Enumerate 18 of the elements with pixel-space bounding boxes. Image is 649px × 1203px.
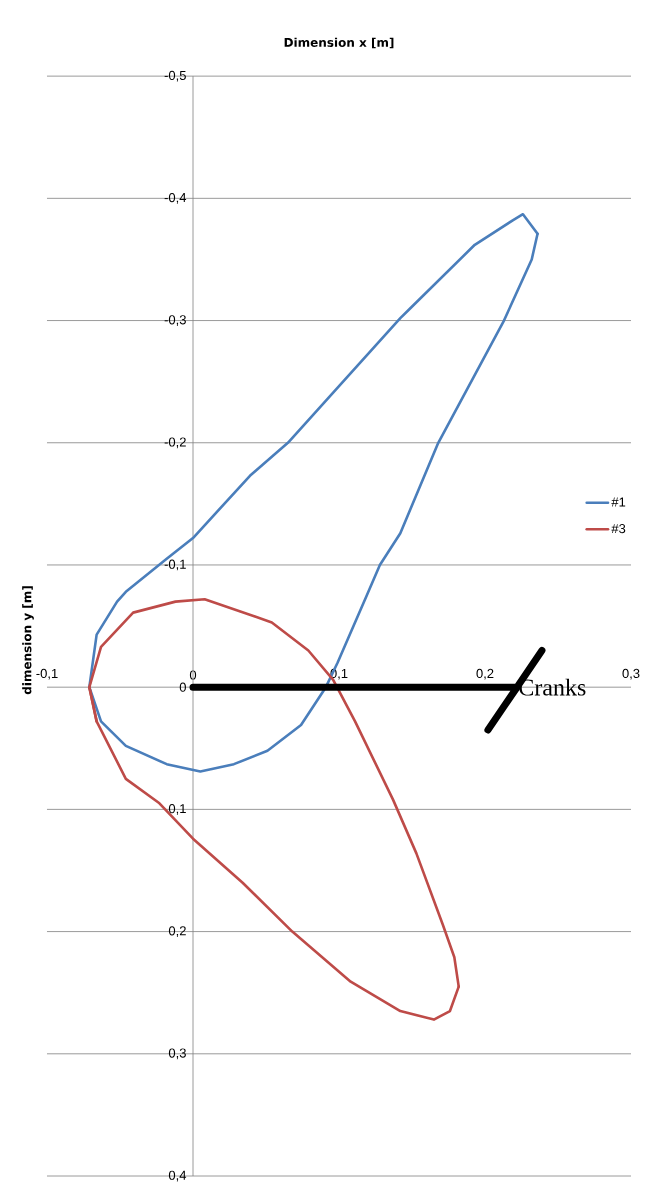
y-tick-label: -0,4 (164, 192, 187, 204)
y-tick-label: 0,2 (168, 926, 186, 937)
x-tick-label: 0,2 (476, 668, 494, 680)
y-tick-label: -0,2 (164, 437, 186, 449)
y-tick-label: -0,5 (164, 70, 186, 82)
y-tick-label: 0,4 (168, 1170, 187, 1182)
y-tick-label: 0,3 (168, 1048, 186, 1060)
x-tick-label: 0,3 (622, 668, 640, 680)
x-tick-label: 0 (189, 670, 197, 680)
y-tick-label: 0 (179, 682, 186, 692)
legend-label: #1 (611, 497, 626, 507)
legend-label: #3 (611, 524, 626, 534)
x-tick-label: -0,1 (36, 668, 58, 680)
y-tick-label: -0,3 (164, 315, 186, 326)
y-tick-label: 0,1 (168, 804, 186, 815)
x-axis-title: Dimension x [m] (284, 37, 394, 49)
y-tick-label: -0,1 (164, 559, 186, 571)
y-axis-title: dimension y [m] (22, 586, 34, 695)
